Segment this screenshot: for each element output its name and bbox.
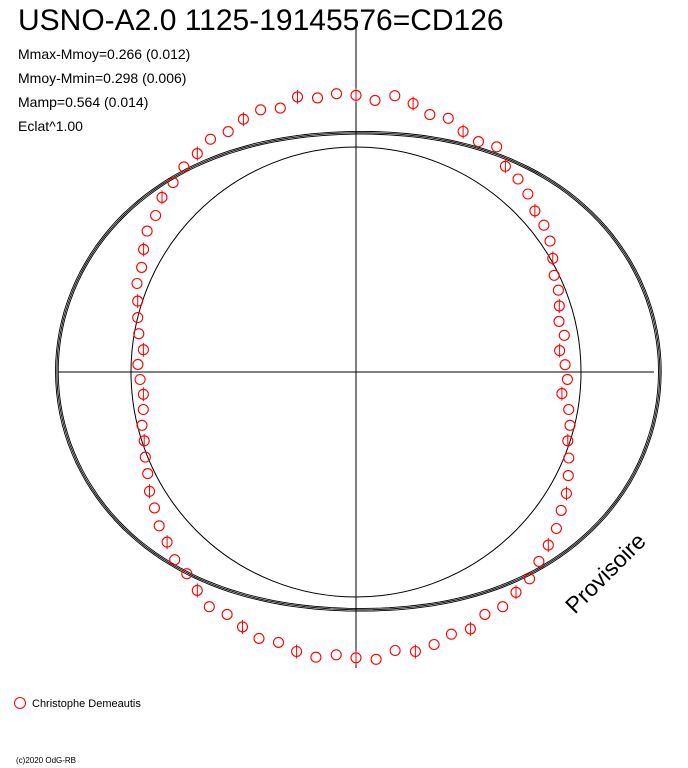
data-point [491, 141, 503, 153]
model-curve-line-2 [55, 130, 662, 612]
data-point [133, 328, 145, 340]
data-point [548, 269, 560, 281]
chart-title: USNO-A2.0 1125-19145576=CD126 [18, 4, 504, 37]
data-point [428, 638, 440, 651]
data-point [310, 651, 322, 663]
copyright-text: (c)2020 OdG-RB [16, 756, 77, 765]
data-point [203, 601, 215, 613]
data-point [131, 277, 143, 290]
data-point [169, 554, 181, 566]
data-point [139, 451, 151, 463]
data-point [221, 608, 233, 620]
data-point [148, 502, 161, 514]
data-point [389, 90, 401, 102]
data-point [563, 403, 575, 416]
data-point [370, 653, 382, 665]
data-point [178, 161, 190, 173]
data-point [272, 636, 285, 648]
stat-mmoy-mmin: Mmoy-Mmin=0.298 (0.006) [18, 70, 187, 86]
data-point [497, 601, 509, 613]
stat-eclat: Eclat^1.00 [18, 118, 83, 134]
data-point [544, 235, 556, 247]
data-point [552, 284, 564, 296]
data-point [522, 188, 534, 200]
data-point [555, 504, 567, 516]
data-point [424, 109, 436, 121]
reference-circle-ring [130, 146, 582, 598]
data-point [533, 555, 545, 567]
data-point [369, 94, 381, 106]
data-point [561, 373, 573, 385]
data-point [181, 568, 193, 580]
data-point [559, 359, 571, 371]
data-point [204, 133, 217, 145]
model-curve [55, 130, 662, 612]
data-point [136, 419, 148, 431]
data-point [222, 126, 234, 138]
data-point [150, 209, 162, 222]
model-curve-line-1 [56, 132, 661, 611]
data-point [550, 522, 562, 535]
data-point [132, 312, 144, 324]
data-point [563, 452, 575, 464]
data-point [134, 373, 146, 386]
data-point [442, 112, 454, 124]
legend: Christophe Demeautis [14, 697, 141, 711]
data-point [479, 608, 491, 620]
data-points [131, 88, 576, 665]
data-point [274, 102, 286, 114]
data-point [512, 173, 524, 185]
data-point [524, 573, 536, 585]
data-point [132, 358, 144, 370]
data-point [137, 403, 149, 416]
model-curve-line-0 [57, 133, 659, 609]
data-point [136, 261, 148, 273]
data-point [562, 470, 574, 482]
data-point [564, 419, 576, 431]
data-point [253, 632, 265, 644]
data-point [142, 468, 154, 480]
data-point [558, 329, 570, 341]
stat-mamp: Mamp=0.564 (0.014) [18, 94, 149, 110]
stat-mmax-mmoy: Mmax-Mmoy=0.266 (0.012) [18, 46, 191, 62]
data-point [472, 136, 485, 148]
data-point [330, 88, 343, 100]
data-point [553, 315, 565, 327]
reference-circle [130, 146, 582, 598]
data-point [311, 92, 324, 104]
data-point [445, 628, 457, 640]
data-point [330, 649, 342, 661]
data-point [141, 225, 153, 237]
data-point [167, 177, 179, 189]
data-point [538, 219, 550, 231]
plot-axes [58, 18, 654, 668]
data-point [153, 520, 165, 532]
data-point [389, 644, 401, 657]
data-point [255, 104, 267, 116]
legend-marker-icon [14, 697, 26, 709]
legend-label: Christophe Demeautis [32, 698, 141, 710]
